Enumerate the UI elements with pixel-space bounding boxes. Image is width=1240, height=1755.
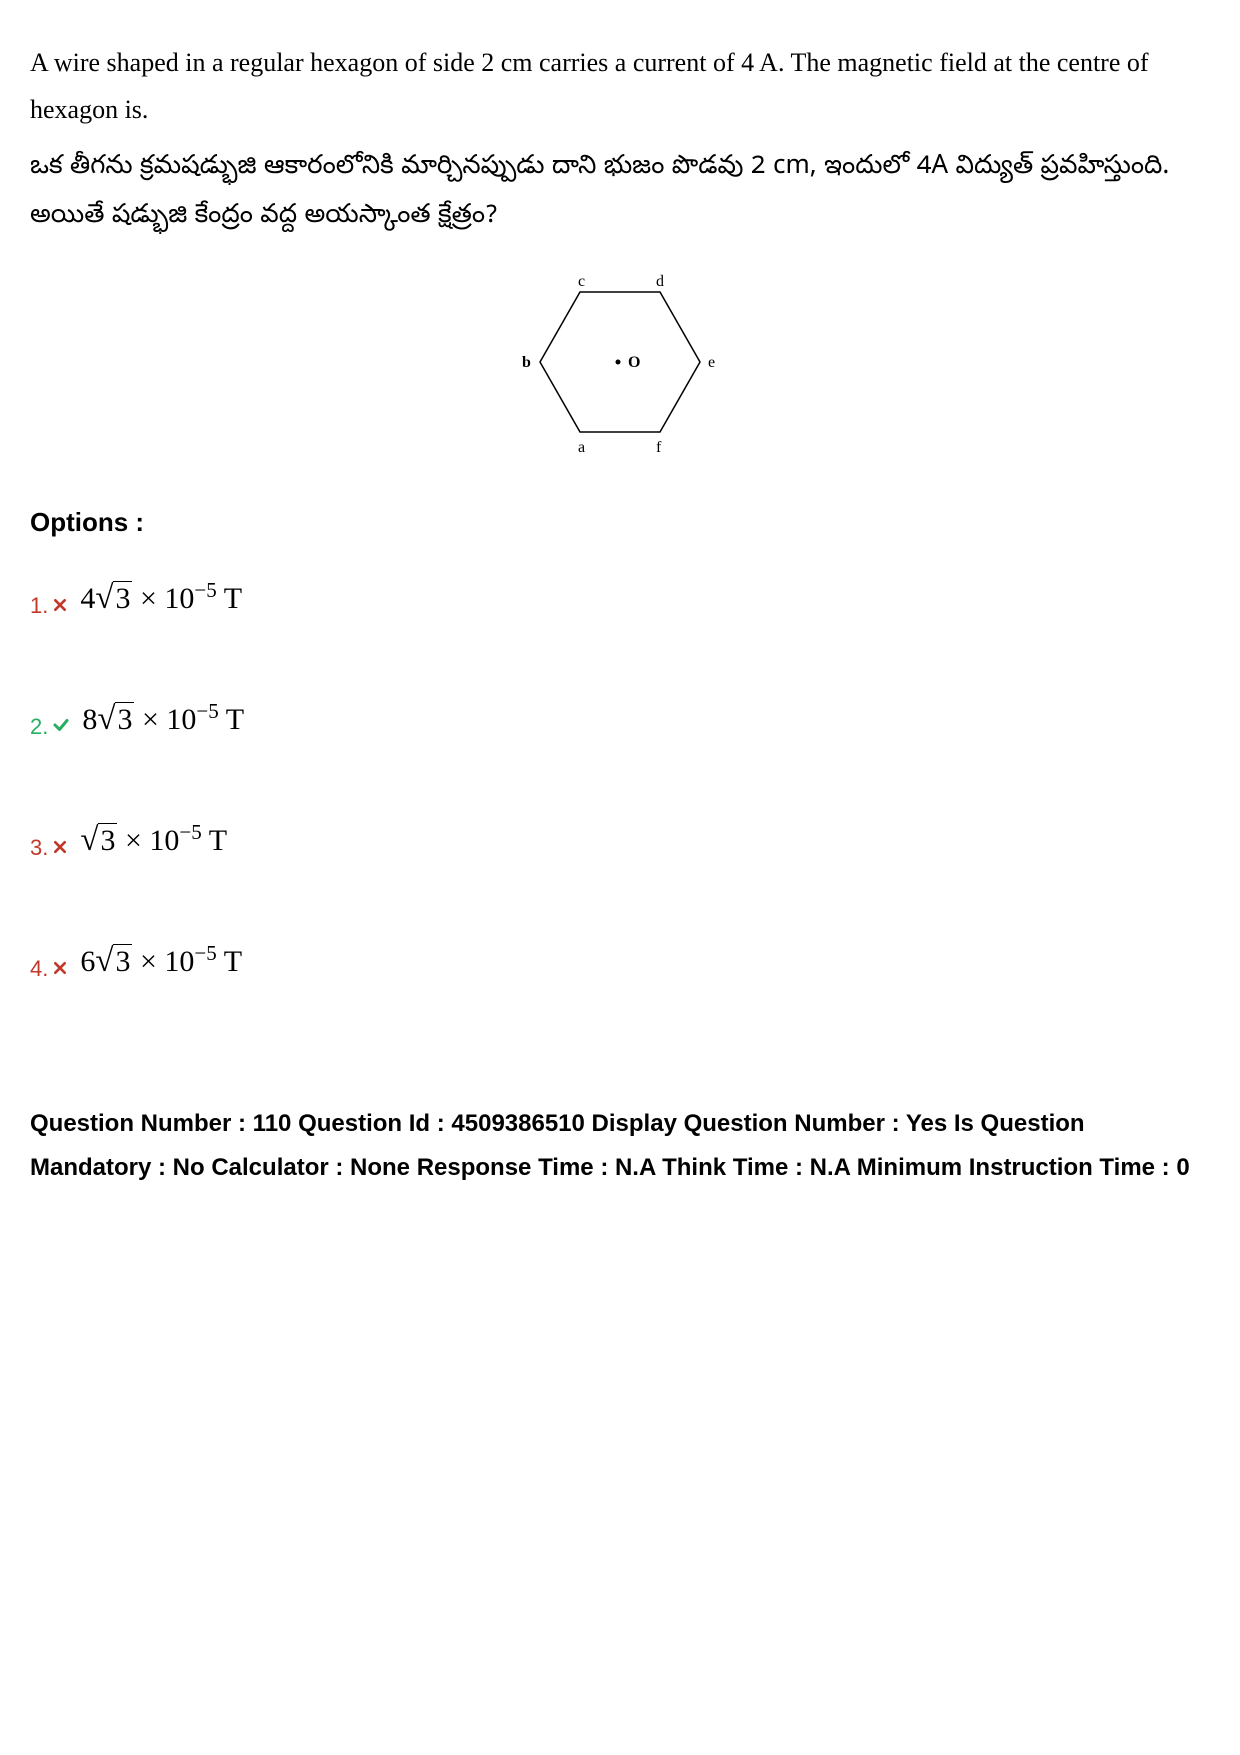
option-number: 4. bbox=[30, 956, 68, 982]
check-icon bbox=[52, 714, 70, 740]
exponent: −5 bbox=[179, 820, 201, 844]
option-row: 3. √3 × 10−5 T bbox=[30, 820, 1210, 861]
option-index: 2. bbox=[30, 714, 48, 740]
coef: 8 bbox=[82, 703, 97, 736]
unit: T bbox=[224, 582, 242, 615]
option-index: 4. bbox=[30, 956, 48, 982]
option-row: 1. 4√3 × 10−5 T bbox=[30, 578, 1210, 619]
option-number: 3. bbox=[30, 835, 68, 861]
vertex-d: d bbox=[656, 273, 664, 290]
option-expression: 8√3 × 10−5 T bbox=[82, 699, 244, 740]
option-number: 2. bbox=[30, 714, 70, 740]
center-label: O bbox=[628, 354, 640, 371]
unit: T bbox=[209, 824, 227, 857]
radicand: 3 bbox=[98, 823, 117, 857]
option-row: 4. 6√3 × 10−5 T bbox=[30, 941, 1210, 982]
unit: T bbox=[224, 945, 242, 978]
radicand: 3 bbox=[115, 702, 134, 736]
coef: 6 bbox=[80, 945, 95, 978]
exponent: −5 bbox=[194, 578, 216, 602]
option-index: 1. bbox=[30, 593, 48, 619]
hexagon-diagram: O c d e f a b bbox=[30, 262, 1210, 467]
question-text-telugu: ఒక తీగను క్రమషడ్భుజి ఆకారంలోనికి మార్చిన… bbox=[30, 144, 1210, 243]
exponent: −5 bbox=[194, 941, 216, 965]
option-index: 3. bbox=[30, 835, 48, 861]
vertex-e: e bbox=[708, 354, 715, 371]
vertex-a: a bbox=[578, 439, 585, 456]
option-expression: 4√3 × 10−5 T bbox=[80, 578, 242, 619]
option-row: 2. 8√3 × 10−5 T bbox=[30, 699, 1210, 740]
radicand: 3 bbox=[113, 944, 132, 978]
radicand: 3 bbox=[113, 581, 132, 615]
question-text-english: A wire shaped in a regular hexagon of si… bbox=[30, 40, 1210, 134]
question-metadata: Question Number : 110 Question Id : 4509… bbox=[30, 1102, 1210, 1188]
cross-icon bbox=[52, 593, 68, 619]
hexagon-svg: O c d e f a b bbox=[500, 262, 740, 462]
vertex-b: b bbox=[522, 354, 531, 371]
vertex-c: c bbox=[578, 273, 585, 290]
option-expression: 6√3 × 10−5 T bbox=[80, 941, 242, 982]
options-heading: Options : bbox=[30, 507, 1210, 538]
vertex-f: f bbox=[656, 439, 662, 456]
center-dot bbox=[616, 360, 621, 365]
cross-icon bbox=[52, 835, 68, 861]
option-number: 1. bbox=[30, 593, 68, 619]
coef: 4 bbox=[80, 582, 95, 615]
exponent: −5 bbox=[196, 699, 218, 723]
unit: T bbox=[226, 703, 244, 736]
option-expression: √3 × 10−5 T bbox=[80, 820, 227, 861]
cross-icon bbox=[52, 956, 68, 982]
